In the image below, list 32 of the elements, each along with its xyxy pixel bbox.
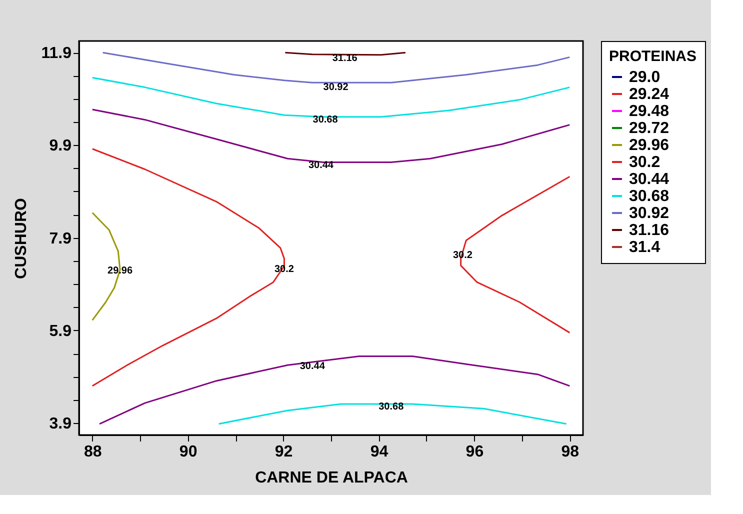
legend-label: 30.2 (629, 154, 660, 171)
x-tick-label: 88 (84, 444, 102, 460)
x-tick-label: 98 (561, 444, 580, 460)
y-tick-label: 5.9 (49, 322, 72, 340)
x-tick-label: 96 (466, 444, 484, 460)
legend-label: 29.72 (629, 120, 670, 137)
annotation: 30.92 (323, 82, 349, 93)
annotation: 30.68 (312, 114, 338, 126)
y-tick-label: 3.9 (49, 415, 72, 432)
legend-label: 30.68 (629, 188, 670, 205)
x-tick-label: 94 (370, 444, 388, 460)
legend-label: 29.0 (629, 69, 660, 86)
annotation: 30.44 (300, 361, 326, 372)
legend-label: 31.4 (629, 239, 660, 256)
annotation: 31.16 (332, 53, 358, 64)
x-tick-label: 92 (274, 444, 293, 460)
legend-label: 30.92 (629, 205, 670, 222)
annotation: 30.68 (378, 401, 404, 412)
y-tick-label: 7.9 (49, 230, 72, 248)
y-axis-title: CUSHURO (13, 198, 30, 279)
legend-label: 29.48 (629, 103, 670, 120)
legend-title: PROTEINAS (609, 48, 697, 65)
legend-label: 30.44 (629, 171, 670, 188)
x-axis-title: CARNE DE ALPACA (255, 470, 408, 486)
legend-label: 31.16 (629, 222, 670, 239)
x-tick-label: 90 (179, 444, 198, 460)
legend-label: 29.96 (629, 137, 670, 154)
annotation: 30.44 (308, 160, 334, 172)
line-series (102, 52, 570, 84)
y-tick-label: 11.9 (41, 45, 72, 62)
y-tick-label: 9.9 (49, 138, 72, 155)
legend-label: 29.24 (629, 86, 670, 103)
